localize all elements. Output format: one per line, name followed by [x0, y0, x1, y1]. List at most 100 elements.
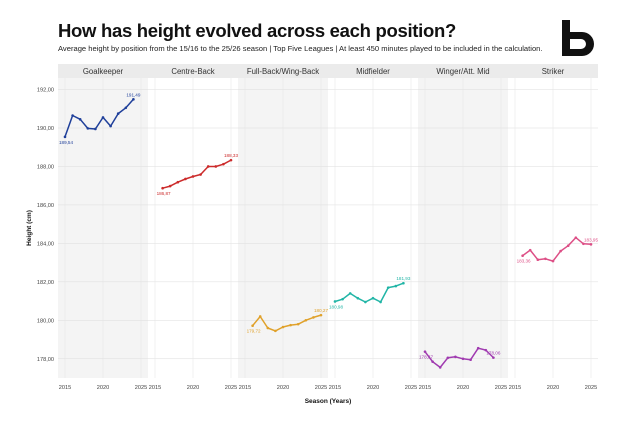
facet-strip-label: Winger/Att. Mid — [436, 67, 489, 76]
facet-strip: Winger/Att. Mid — [418, 64, 508, 78]
x-tick-label: 2020 — [187, 385, 199, 391]
end-value-label: 181,93 — [396, 276, 410, 281]
data-point — [402, 281, 405, 285]
facet-strip-bg — [328, 64, 418, 78]
facet-strip-bg — [148, 64, 238, 78]
data-point — [341, 297, 344, 301]
b-logo-icon — [562, 20, 594, 56]
data-point — [222, 162, 225, 166]
data-point — [521, 254, 524, 257]
data-point — [394, 284, 398, 288]
data-point — [251, 324, 254, 327]
y-tick-label: 180,00 — [37, 318, 54, 324]
series-line — [252, 314, 322, 332]
data-point — [71, 114, 74, 117]
y-tick-label: 182,00 — [37, 280, 54, 286]
x-tick-label: 2015 — [239, 385, 251, 391]
data-point — [63, 135, 67, 139]
y-tick-label: 190,00 — [37, 126, 54, 132]
x-tick-label: 2015 — [149, 385, 161, 391]
facet-strip-label: Full-Back/Wing-Back — [247, 67, 319, 76]
series-line — [334, 282, 404, 303]
data-point — [559, 249, 562, 253]
series-line — [424, 347, 494, 369]
data-point — [446, 356, 450, 360]
series-line — [522, 236, 592, 262]
y-tick-label: 178,00 — [37, 357, 54, 363]
facet-strip-label: Midfielder — [356, 67, 390, 76]
x-axis-title: Season (Years) — [305, 398, 352, 405]
facet-strip-bg — [58, 64, 148, 78]
x-tick-label: 2020 — [547, 385, 559, 391]
data-point — [94, 127, 97, 131]
data-point — [312, 316, 315, 319]
x-tick-label: 2020 — [457, 385, 469, 391]
data-point — [168, 184, 172, 188]
facet-strip: Full-Back/Wing-Back — [238, 64, 328, 78]
data-point — [454, 355, 457, 359]
start-value-label: 183,36 — [517, 259, 531, 264]
data-point — [109, 124, 112, 128]
x-tick-label: 2015 — [59, 385, 71, 391]
x-tick-label: 2015 — [329, 385, 341, 391]
x-tick-label: 2020 — [367, 385, 379, 391]
y-tick-label: 184,00 — [37, 241, 54, 247]
series-line — [64, 98, 134, 138]
data-point — [438, 366, 442, 369]
facet-strip-bg — [508, 64, 598, 78]
data-point — [214, 165, 218, 168]
facet-strip: Centre-Back — [148, 64, 238, 78]
data-point — [574, 236, 578, 239]
data-point — [333, 300, 337, 303]
series-line — [162, 159, 232, 189]
data-point — [469, 358, 472, 362]
end-value-label: 191,49 — [126, 92, 140, 97]
data-point — [266, 326, 270, 330]
data-point — [281, 325, 285, 329]
x-tick-label: 2020 — [277, 385, 289, 391]
data-point — [371, 296, 375, 300]
x-tick-label: 2025 — [315, 385, 327, 391]
chart-subtitle: Average height by position from the 15/1… — [58, 44, 543, 53]
data-point — [304, 319, 308, 322]
data-point — [206, 165, 210, 168]
data-point — [431, 360, 434, 363]
data-point — [566, 244, 570, 247]
data-point — [386, 286, 390, 289]
start-value-label: 179,72 — [247, 329, 261, 334]
data-point — [528, 248, 532, 252]
chart-title: How has height evolved across each posit… — [58, 20, 457, 41]
y-axis-title: Height (cm) — [26, 210, 33, 246]
facet-panel: Winger/Att. Mid 2015 2020 2025 178,37 178,06 — [418, 64, 508, 391]
data-point — [176, 180, 180, 184]
data-point — [78, 118, 82, 121]
data-point — [296, 322, 300, 326]
start-value-label: 186,87 — [157, 191, 171, 196]
data-point — [199, 173, 202, 176]
data-point — [536, 258, 540, 262]
data-point — [544, 257, 547, 261]
facet-panel: Striker 2015 2020 2025 183,36 183,95 — [508, 64, 598, 391]
facet-panel: Goalkeeper 2015 2020 2025 189,54 191,49 — [58, 64, 148, 391]
x-tick-label: 2015 — [419, 385, 431, 391]
data-point — [379, 300, 382, 304]
x-tick-label: 2020 — [97, 385, 109, 391]
data-point — [484, 348, 488, 352]
facet-strip-label: Goalkeeper — [83, 67, 124, 76]
y-tick-label: 188,00 — [37, 164, 54, 170]
facet-strip-bg — [418, 64, 508, 78]
data-point — [124, 106, 128, 110]
facet-panel: Centre-Back 2015 2020 2025 186,87 188,33 — [148, 64, 238, 391]
data-point — [492, 356, 495, 359]
data-point — [461, 357, 465, 361]
start-value-label: 178,37 — [419, 355, 433, 360]
data-point — [476, 346, 480, 350]
data-point — [229, 158, 233, 162]
data-point — [356, 296, 360, 300]
facet-panel: Full-Back/Wing-Back 2015 2020 2025 179,72 180… — [238, 64, 328, 391]
x-tick-label: 2025 — [495, 385, 507, 391]
facet-strip: Striker — [508, 64, 598, 78]
x-tick-label: 2025 — [405, 385, 417, 391]
data-point — [86, 127, 90, 130]
start-value-label: 189,54 — [59, 140, 73, 145]
